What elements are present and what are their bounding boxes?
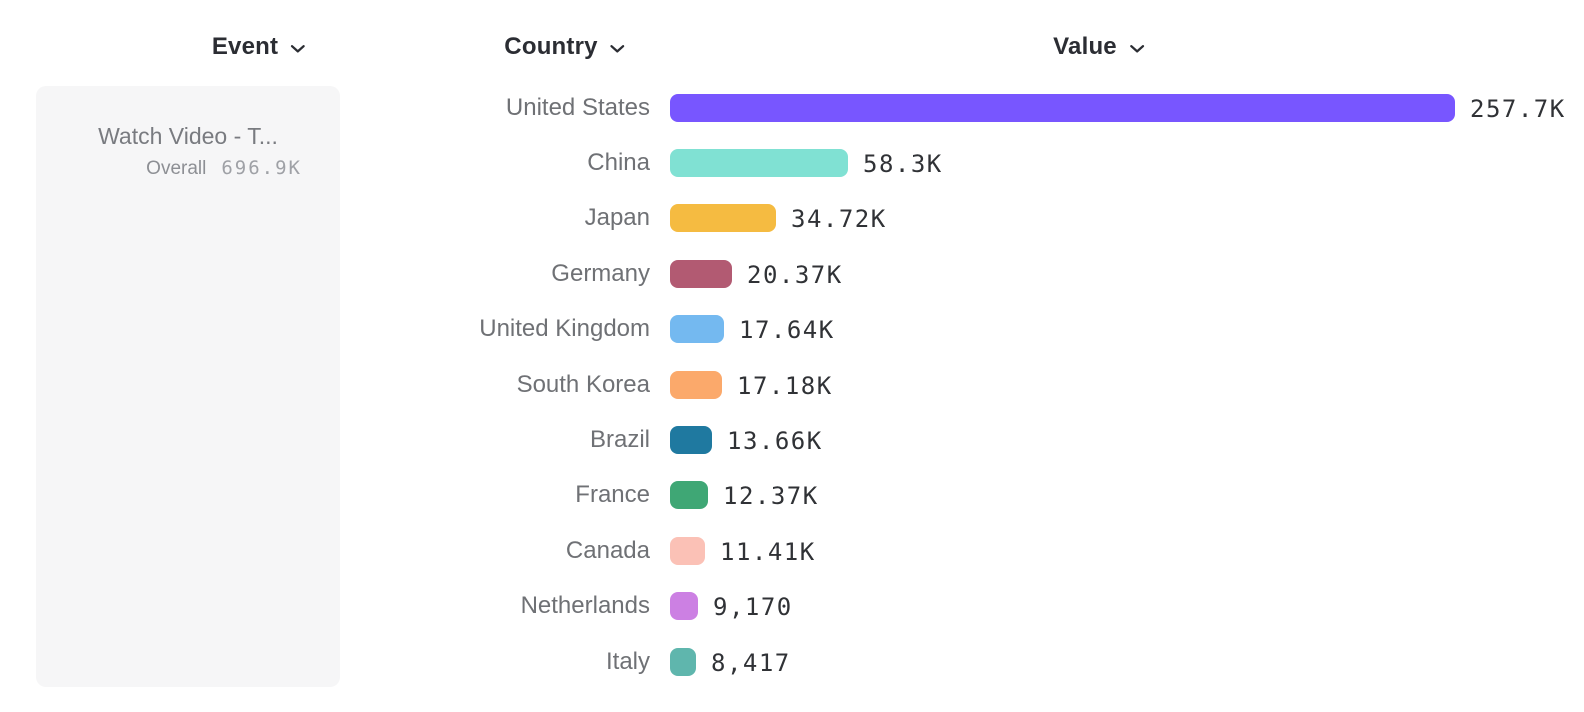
value-label: 20.37K: [747, 260, 843, 289]
country-label: United Kingdom: [479, 315, 650, 343]
chart-row: South Korea 17.18K: [0, 370, 1584, 400]
value-label: 257.7K: [1470, 94, 1566, 123]
value-label: 17.64K: [739, 316, 835, 345]
value-label: 8,417: [711, 648, 791, 677]
chevron-down-icon: [610, 44, 626, 54]
chart-row: Netherlands 9,170: [0, 592, 1584, 622]
chart-row: Brazil 13.66K: [0, 426, 1584, 456]
country-label: Germany: [551, 259, 650, 287]
value-bar[interactable]: [670, 647, 696, 676]
value-bar[interactable]: [670, 148, 848, 177]
country-label: Netherlands: [520, 592, 650, 620]
value-bar[interactable]: [670, 315, 724, 344]
value-bar[interactable]: [670, 93, 1455, 122]
country-label: United States: [505, 93, 650, 121]
country-label: Italy: [605, 647, 650, 675]
event-card[interactable]: Watch Video - T... Overall 696.9K: [36, 86, 340, 687]
column-header-country[interactable]: Country: [504, 33, 625, 61]
value-label: 12.37K: [723, 482, 819, 511]
overall-label: Overall: [146, 158, 207, 179]
value-bar[interactable]: [670, 204, 776, 233]
event-name: Watch Video - T...: [98, 123, 278, 149]
value-label: 34.72K: [791, 205, 887, 234]
chevron-down-icon: [1129, 44, 1145, 54]
value-bar[interactable]: [670, 536, 705, 565]
value-label: 17.18K: [737, 371, 833, 400]
column-header-country-label: Country: [504, 33, 598, 60]
value-label: 9,170: [713, 593, 793, 622]
column-header-value[interactable]: Value: [1053, 33, 1145, 61]
chart-row: United States 257.7K: [0, 93, 1584, 123]
chart-row: United Kingdom 17.64K: [0, 315, 1584, 345]
value-label: 58.3K: [863, 149, 943, 178]
chart-row: Germany 20.37K: [0, 259, 1584, 289]
country-label: South Korea: [516, 370, 650, 398]
chart-row: China 58.3K: [0, 148, 1584, 178]
event-overall-row: Overall 696.9K: [36, 157, 340, 180]
value-label: 13.66K: [727, 427, 823, 456]
value-bar[interactable]: [670, 426, 712, 455]
value-bar[interactable]: [670, 592, 698, 621]
chart-row: Canada 11.41K: [0, 536, 1584, 566]
chart-row: Italy 8,417: [0, 647, 1584, 677]
value-bar[interactable]: [670, 370, 722, 399]
overall-value: 696.9K: [221, 157, 302, 179]
column-header-event[interactable]: Event: [212, 33, 306, 61]
column-header-event-label: Event: [211, 33, 279, 60]
chart-row: Japan 34.72K: [0, 204, 1584, 234]
chart-row: France 12.37K: [0, 481, 1584, 511]
country-label: France: [575, 481, 650, 509]
country-label: Japan: [584, 204, 650, 232]
column-header-value-label: Value: [1053, 33, 1117, 60]
country-label: China: [587, 148, 650, 176]
value-bar[interactable]: [670, 481, 708, 510]
country-label: Brazil: [589, 426, 650, 454]
chevron-down-icon: [290, 44, 306, 54]
value-bar[interactable]: [670, 259, 732, 288]
country-label: Canada: [565, 536, 650, 564]
value-label: 11.41K: [720, 537, 816, 566]
